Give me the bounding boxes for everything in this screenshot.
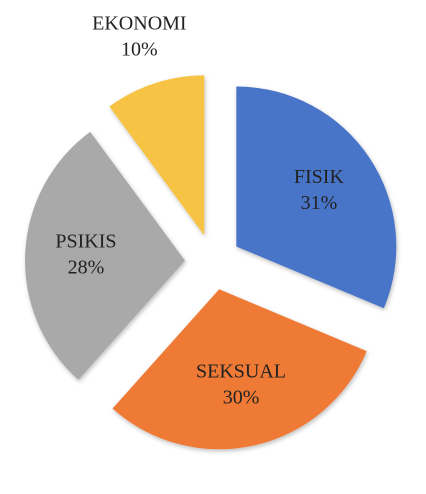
- slice-label: PSIKIS: [55, 231, 116, 253]
- pie-slice: [25, 131, 186, 380]
- slice-value-label: 31%: [301, 192, 338, 214]
- slice-label: FISIK: [294, 166, 345, 188]
- slice-label: EKONOMI: [92, 12, 186, 34]
- slice-value-label: 30%: [223, 387, 260, 409]
- slice-value-label: 28%: [68, 257, 105, 279]
- pie-slice: [236, 86, 397, 309]
- slice-label: SEKSUAL: [196, 361, 286, 383]
- slice-value-label: 10%: [121, 38, 158, 60]
- pie-slice: [112, 289, 367, 450]
- pie-slice: [109, 75, 205, 236]
